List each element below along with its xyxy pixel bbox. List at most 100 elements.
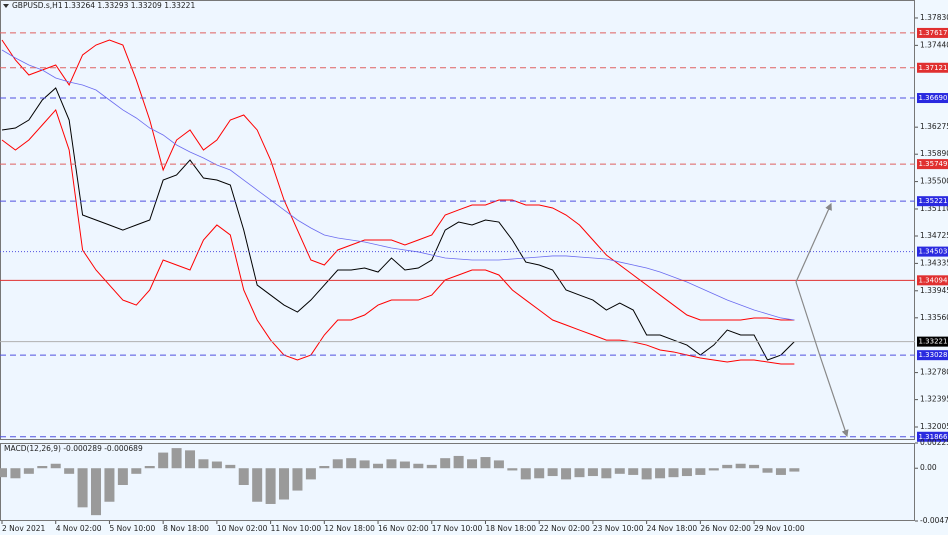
price-panel (0, 0, 915, 440)
macd-bar (641, 468, 652, 480)
level-label-box (917, 159, 948, 170)
macd-bar (453, 455, 464, 469)
indicator-line (1, 108, 795, 365)
macd-bar (279, 468, 290, 500)
macd-bar (131, 468, 142, 474)
x-tick-label: 18 Nov 18:00 (485, 524, 536, 533)
macd-bar (655, 468, 666, 479)
macd-bar (64, 468, 75, 474)
y-tick-label: 1.35110 (920, 204, 948, 213)
macd-bar (185, 450, 196, 469)
macd-bar (252, 468, 263, 502)
macd-bar (238, 468, 249, 485)
macd-bar (708, 468, 719, 471)
x-tick-label: 16 Nov 02:00 (378, 524, 429, 533)
macd-bar (225, 464, 236, 469)
y-tick-label: 1.32395 (920, 395, 948, 404)
y-tick-label: 1.36275 (920, 122, 948, 131)
macd-bar (346, 458, 357, 469)
x-tick-label: 29 Nov 10:00 (754, 524, 805, 533)
y-tick-label: -0.004723 (920, 516, 948, 525)
macd-bar (520, 468, 531, 480)
x-tick-label: 23 Nov 10:00 (593, 524, 644, 533)
macd-bar (695, 468, 706, 475)
y-tick-label: 1.35890 (920, 149, 948, 158)
macd-bar (265, 468, 276, 504)
macd-bar (211, 461, 222, 469)
x-tick-label: 2 Nov 2021 (2, 524, 45, 533)
macd-bar (561, 468, 572, 480)
macd-bar (601, 468, 612, 479)
macd-bar (104, 468, 115, 502)
y-tick-label: 1.34725 (920, 231, 948, 240)
level-label: 1.31866 (919, 433, 948, 441)
menu-arrow[interactable] (3, 4, 9, 8)
macd-bar (0, 468, 7, 478)
macd-bar (77, 468, 88, 508)
level-label: 1.35221 (919, 197, 948, 205)
macd-bar (332, 459, 343, 469)
macd-bar (386, 459, 397, 469)
level-label: 1.33028 (919, 351, 948, 359)
macd-bar (668, 468, 679, 478)
x-tick-label: 10 Nov 02:00 (217, 524, 268, 533)
macd-bar (493, 460, 504, 469)
level-label-box (917, 431, 948, 442)
level-label-box (917, 93, 948, 104)
macd-bar (117, 468, 128, 485)
level-label: 1.35749 (919, 160, 948, 168)
x-tick-label: 17 Nov 10:00 (432, 524, 483, 533)
macd-bar (319, 465, 330, 469)
macd-bar (91, 468, 102, 516)
level-label-box (917, 196, 948, 207)
y-tick-label: 1.33560 (920, 313, 948, 322)
y-tick-label: 1.34335 (920, 258, 948, 267)
price-plot (0, 32, 915, 438)
level-label-box (917, 275, 948, 286)
macd-bar (50, 463, 61, 469)
level-label-box (917, 27, 948, 38)
macd-bar (681, 468, 692, 477)
x-tick-label: 22 Nov 02:00 (539, 524, 590, 533)
level-label-box (917, 246, 948, 257)
macd-bar (775, 468, 786, 475)
macd-bar (359, 460, 370, 469)
y-tick-label: 1.32005 (920, 422, 948, 431)
indicator-line (1, 39, 795, 321)
macd-bar (547, 468, 558, 477)
level-label: 1.37617 (919, 29, 948, 37)
macd-bar (467, 459, 478, 469)
level-label: 1.34503 (919, 248, 948, 256)
macd-bar (198, 459, 209, 469)
price-line (1, 87, 795, 361)
macd-bar (158, 452, 169, 469)
y-tick-label: 1.33945 (920, 286, 948, 295)
y-tick-label: 0.00 (920, 463, 937, 472)
x-tick-label: 5 Nov 10:00 (109, 524, 155, 533)
x-tick-label: 11 Nov 10:00 (271, 524, 322, 533)
forecast-arrow (795, 281, 849, 438)
x-tick-label: 12 Nov 18:00 (324, 524, 375, 533)
macd-title: MACD(12,26,9) -0.000289 -0.000689 (4, 444, 143, 453)
level-label: 1.37121 (919, 64, 948, 72)
macd-bar (426, 464, 437, 469)
macd-bar (171, 448, 182, 469)
macd-bar (735, 463, 746, 469)
y-tick-label: 1.35500 (920, 177, 948, 186)
y-tick-label: 1.37830 (920, 13, 948, 22)
macd-bar (762, 468, 773, 473)
macd-bar (722, 464, 733, 469)
macd-panel (0, 443, 915, 521)
level-label-box (917, 62, 948, 73)
x-tick-label: 24 Nov 18:00 (647, 524, 698, 533)
macd-bar (574, 468, 585, 478)
level-label: 1.34094 (919, 276, 948, 284)
x-tick-label: 4 Nov 02:00 (56, 524, 102, 533)
macd-bar (10, 468, 21, 479)
macd-bar (399, 461, 410, 469)
macd-bar (749, 464, 760, 469)
macd-bar (292, 468, 303, 491)
macd-bar (534, 468, 545, 479)
macd-bar (23, 468, 34, 474)
